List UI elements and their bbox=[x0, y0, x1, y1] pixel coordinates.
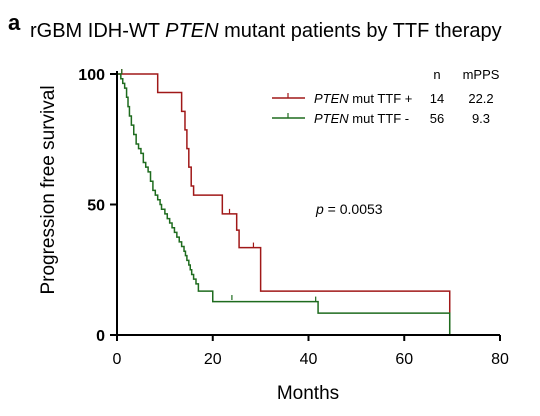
legend-label-ttf-plus-italic: PTEN bbox=[314, 91, 349, 106]
x-tick-label: 40 bbox=[300, 351, 318, 368]
legend-label-ttf-plus-rest: mut TTF + bbox=[349, 91, 413, 106]
x-tick-label: 0 bbox=[113, 351, 122, 368]
plot-area bbox=[117, 69, 451, 335]
p-value-text: = 0.0053 bbox=[324, 201, 383, 217]
chart-title-prefix: rGBM IDH-WT bbox=[30, 20, 165, 42]
axes: 0 20 40 60 80 0 50 100 bbox=[78, 67, 509, 368]
chart-title-italic: PTEN bbox=[165, 20, 219, 42]
legend-mpps-ttf-minus: 9.3 bbox=[472, 111, 490, 126]
x-axis-title: Months bbox=[277, 383, 339, 404]
panel-letter: a bbox=[8, 10, 21, 35]
legend-header-mpps: mPPS bbox=[463, 67, 500, 82]
p-value-symbol: p bbox=[315, 201, 324, 217]
y-tick-label: 0 bbox=[96, 328, 105, 345]
legend-label-ttf-minus-rest: mut TTF - bbox=[349, 111, 409, 126]
y-tick-label: 50 bbox=[87, 198, 105, 215]
legend: n mPPS PTEN mut TTF + 14 22.2 PTEN mut T… bbox=[272, 67, 500, 126]
legend-header-n: n bbox=[433, 67, 440, 82]
survival-curve-series-1 bbox=[117, 73, 451, 335]
y-axis-title: Progression free survival bbox=[38, 85, 59, 294]
x-tick-label: 20 bbox=[204, 351, 222, 368]
legend-mpps-ttf-plus: 22.2 bbox=[468, 91, 493, 106]
chart-title: rGBM IDH-WT PTEN mutant patients by TTF … bbox=[30, 20, 502, 42]
chart-title-suffix: mutant patients by TTF therapy bbox=[219, 20, 502, 42]
legend-label-ttf-minus: PTEN mut TTF - bbox=[314, 111, 409, 126]
legend-label-ttf-plus: PTEN mut TTF + bbox=[314, 91, 412, 106]
x-tick-label: 60 bbox=[395, 351, 413, 368]
x-tick-label: 80 bbox=[491, 351, 509, 368]
legend-n-ttf-plus: 14 bbox=[430, 91, 444, 106]
p-value-annotation: p = 0.0053 bbox=[315, 201, 383, 217]
y-tick-label: 100 bbox=[78, 67, 105, 84]
survival-curve-series-0 bbox=[117, 73, 451, 335]
legend-n-ttf-minus: 56 bbox=[430, 111, 444, 126]
legend-label-ttf-minus-italic: PTEN bbox=[314, 111, 349, 126]
